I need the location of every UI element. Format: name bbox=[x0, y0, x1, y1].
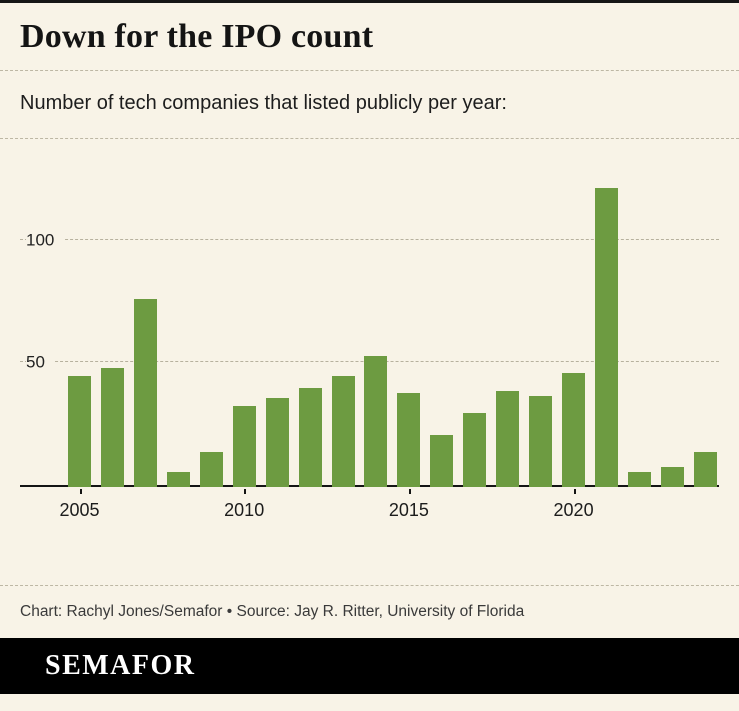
bar-2015 bbox=[397, 393, 421, 487]
bar-2006 bbox=[100, 368, 124, 487]
x-axis-area bbox=[20, 487, 719, 585]
bar-2021 bbox=[595, 188, 618, 487]
divider bbox=[0, 585, 739, 586]
bar-2018 bbox=[496, 390, 520, 487]
bar-column-2009 bbox=[199, 161, 223, 487]
bar-2014 bbox=[364, 356, 388, 487]
bar-column-2016 bbox=[430, 161, 454, 487]
chart-subtitle: Number of tech companies that listed pub… bbox=[20, 92, 507, 114]
bar-column-2006 bbox=[100, 161, 124, 487]
x-axis-label-2010: 2010 bbox=[224, 500, 265, 520]
bar-2024 bbox=[693, 452, 717, 487]
y-axis-label-100: 100 bbox=[26, 230, 65, 250]
bar-column-2015: 2015 bbox=[389, 161, 429, 520]
divider bbox=[0, 70, 739, 71]
bar-column-2008 bbox=[166, 161, 190, 487]
bar-column-2012 bbox=[298, 161, 322, 487]
divider bbox=[0, 138, 739, 139]
x-axis-label-2020: 2020 bbox=[553, 500, 594, 520]
bar-chart: 50 100 2005 2010 2015 2020 bbox=[20, 161, 719, 520]
bar-column-2013 bbox=[331, 161, 355, 487]
bar-2009 bbox=[199, 452, 223, 487]
bar-column-2020: 2020 bbox=[554, 161, 594, 520]
x-axis-tick-2010 bbox=[244, 489, 247, 494]
y-axis-label-50: 50 bbox=[26, 352, 55, 372]
bars: 2005 2010 2015 2020 bbox=[59, 161, 717, 520]
gridline-100 bbox=[20, 238, 719, 240]
bar-column-2021 bbox=[595, 161, 618, 487]
x-axis-tick-2005 bbox=[79, 489, 82, 494]
bar-column-2007 bbox=[133, 161, 157, 487]
bar-2019 bbox=[529, 395, 553, 487]
bar-column-2005: 2005 bbox=[59, 161, 100, 520]
credit-line: Chart: Rachyl Jones/Semafor • Source: Ja… bbox=[20, 603, 525, 620]
x-axis-tick-2020 bbox=[573, 489, 576, 494]
bar-2016 bbox=[430, 435, 454, 487]
bar-2020 bbox=[562, 373, 586, 487]
bar-2013 bbox=[331, 375, 355, 487]
bar-2023 bbox=[660, 467, 684, 487]
bar-column-2023 bbox=[660, 161, 684, 487]
semafor-logo: SEMAFOR bbox=[45, 650, 196, 681]
bar-column-2018 bbox=[496, 161, 520, 487]
bar-2005 bbox=[68, 375, 91, 487]
bar-2012 bbox=[298, 388, 322, 487]
bar-2007 bbox=[133, 299, 157, 487]
logo-bar: SEMAFOR bbox=[0, 638, 739, 694]
x-axis-tick-2015 bbox=[408, 489, 411, 494]
x-axis-label-2015: 2015 bbox=[388, 500, 429, 520]
page-title: Down for the IPO count bbox=[20, 18, 374, 55]
bar-2008 bbox=[166, 472, 190, 487]
bar-column-2014 bbox=[364, 161, 388, 487]
bar-column-2022 bbox=[627, 161, 651, 487]
bar-2011 bbox=[265, 398, 289, 487]
bar-2022 bbox=[627, 472, 651, 487]
bar-column-2017 bbox=[463, 161, 487, 487]
bar-column-2010: 2010 bbox=[224, 161, 264, 520]
bar-2010 bbox=[232, 405, 256, 487]
x-axis-label-2005: 2005 bbox=[59, 500, 100, 520]
bar-column-2024 bbox=[693, 161, 717, 487]
bar-column-2019 bbox=[529, 161, 553, 487]
bar-column-2011 bbox=[265, 161, 289, 487]
bar-2017 bbox=[463, 412, 487, 487]
